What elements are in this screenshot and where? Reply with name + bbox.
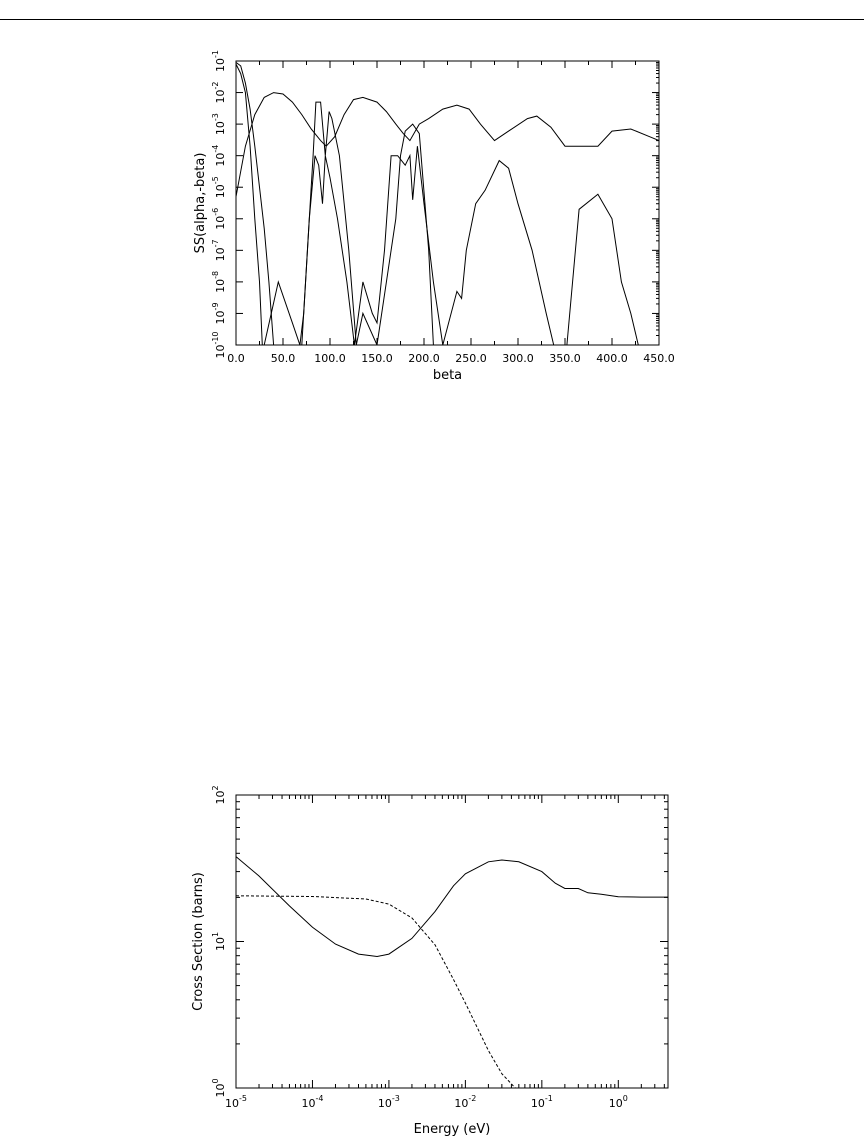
page-header-rule — [0, 19, 864, 20]
y-tick-label: 102 — [211, 785, 227, 804]
x-tick-label: 10-5 — [225, 1094, 247, 1110]
plot-frame — [235, 60, 660, 346]
x-tick-label: 100.0 — [314, 352, 346, 365]
x-tick-label: 450.0 — [643, 352, 675, 365]
series-line-2 — [236, 895, 516, 1088]
x-tick-label: 50.0 — [271, 352, 296, 365]
x-axis-label: Energy (eV) — [414, 1122, 491, 1137]
x-tick-label: 400.0 — [596, 352, 628, 365]
x-tick-label: 10-2 — [454, 1094, 476, 1110]
y-axis-label: SS(alpha,-beta) — [193, 153, 208, 254]
series-line-3 — [236, 92, 659, 197]
x-tick-label: 250.0 — [455, 352, 487, 365]
series-line-1 — [236, 856, 668, 1088]
x-tick-label: 10-3 — [378, 1094, 400, 1110]
x-axis-label: beta — [433, 368, 462, 383]
series-line-2 — [236, 63, 263, 345]
x-tick-label: 10-4 — [301, 1094, 323, 1110]
series-line-1 — [236, 61, 275, 345]
x-tick-label: 300.0 — [502, 352, 534, 365]
y-tick-label: 10-8 — [211, 271, 227, 293]
y-tick-label: 101 — [211, 932, 227, 951]
x-tick-label: 350.0 — [549, 352, 581, 365]
x-tick-label: 10-1 — [531, 1094, 553, 1110]
y-tick-label: 10-1 — [211, 50, 227, 72]
y-tick-label: 10-5 — [211, 176, 227, 198]
y-tick-label: 10-6 — [211, 208, 227, 230]
y-tick-label: 10-4 — [211, 145, 227, 167]
plot-frame — [235, 794, 669, 1089]
y-tick-label: 10-7 — [211, 239, 227, 261]
y-tick-label: 10-3 — [211, 113, 227, 135]
x-tick-label: 0.0 — [227, 352, 245, 365]
y-tick-label: 100 — [211, 1078, 227, 1097]
x-tick-label: 100 — [609, 1094, 628, 1110]
y-tick-label: 10-2 — [211, 82, 227, 104]
y-tick-label: 10-9 — [211, 302, 227, 324]
x-tick-label: 150.0 — [361, 352, 393, 365]
y-axis-label: Cross Section (barns) — [191, 872, 206, 1011]
series-line-5 — [301, 146, 639, 345]
chart-ss-alpha-beta: 0.0 50.0 100.0 150.0 200.0 250.0 300.0 350.0 400… — [193, 50, 675, 383]
y-tick-label: 10-10 — [211, 331, 227, 358]
x-tick-label: 200.0 — [408, 352, 440, 365]
